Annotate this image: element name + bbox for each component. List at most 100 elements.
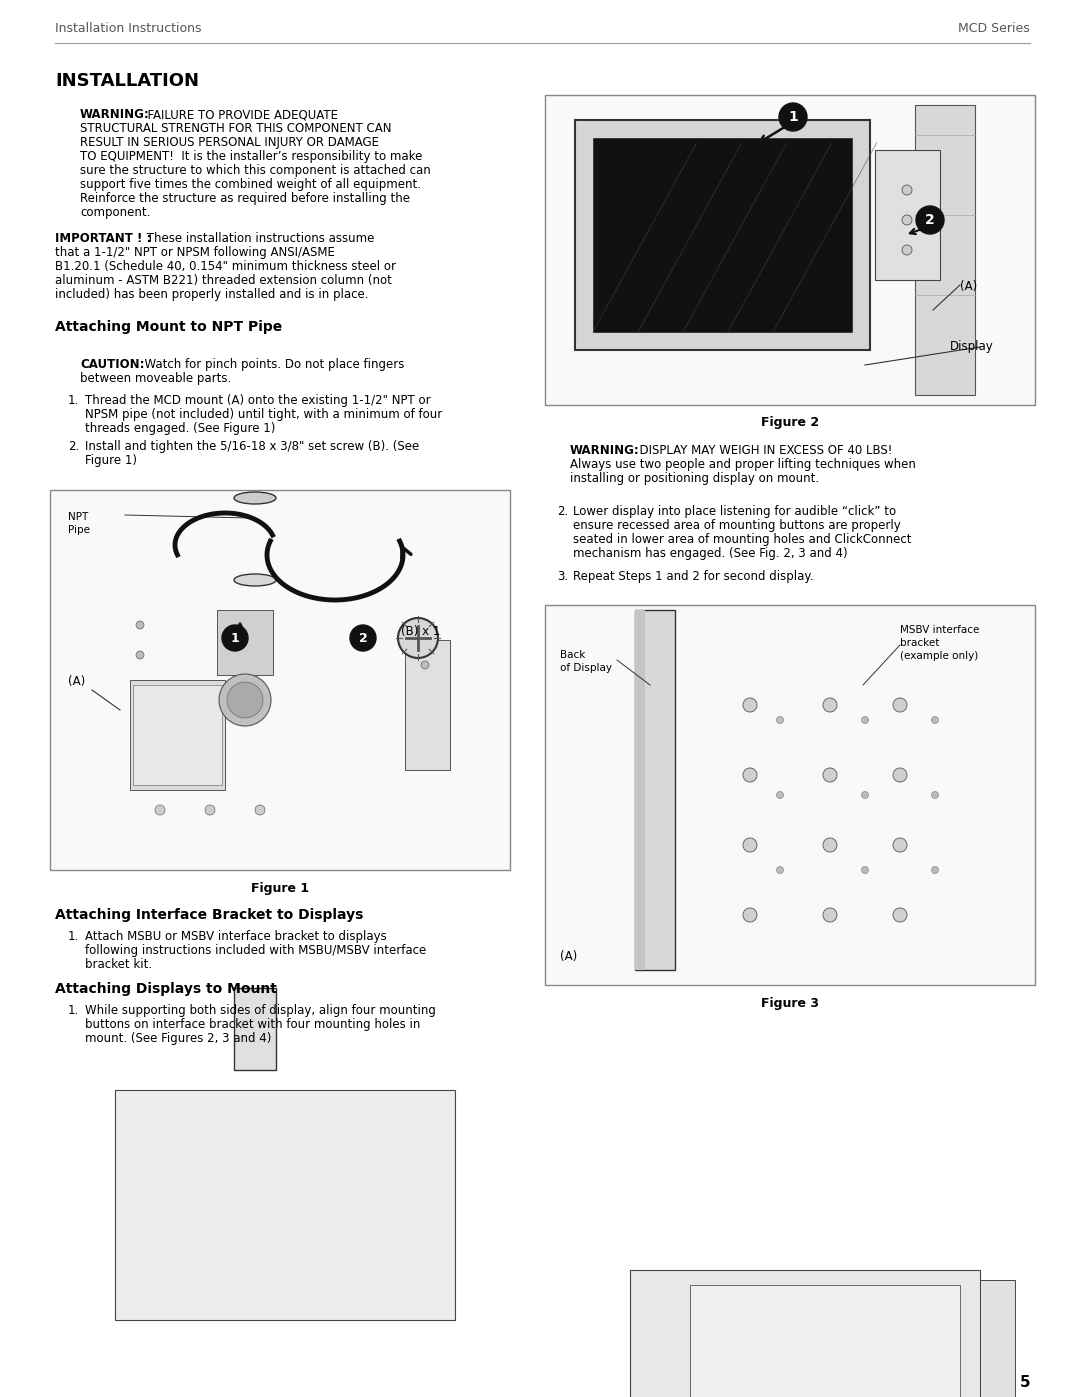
Bar <box>875 149 940 279</box>
Text: These installation instructions assume: These installation instructions assume <box>143 232 375 244</box>
Circle shape <box>136 651 144 659</box>
Bar <box>915 105 975 395</box>
Text: (A): (A) <box>561 950 577 963</box>
Text: RESULT IN SERIOUS PERSONAL INJURY OR DAMAGE: RESULT IN SERIOUS PERSONAL INJURY OR DAM… <box>80 136 379 149</box>
Text: DISPLAY MAY WEIGH IN EXCESS OF 40 LBS!: DISPLAY MAY WEIGH IN EXCESS OF 40 LBS! <box>632 444 892 457</box>
Text: MCD Series: MCD Series <box>958 21 1030 35</box>
Text: 3.: 3. <box>557 570 568 583</box>
Circle shape <box>156 805 165 814</box>
Text: (B) x 1: (B) x 1 <box>401 624 441 638</box>
Text: mount. (See Figures 2, 3 and 4): mount. (See Figures 2, 3 and 4) <box>85 1032 271 1045</box>
Text: 1.: 1. <box>68 930 79 943</box>
Bar <box>114 1090 455 1320</box>
Text: CAUTION:: CAUTION: <box>80 358 145 372</box>
Text: Attaching Displays to Mount: Attaching Displays to Mount <box>55 982 276 996</box>
Circle shape <box>823 768 837 782</box>
Text: TO EQUIPMENT!  It is the installer’s responsibility to make: TO EQUIPMENT! It is the installer’s resp… <box>80 149 422 163</box>
Text: between moveable parts.: between moveable parts. <box>80 372 231 386</box>
Circle shape <box>779 103 807 131</box>
Bar <box>130 680 225 789</box>
Text: sure the structure to which this component is attached can: sure the structure to which this compone… <box>80 163 431 177</box>
Text: support five times the combined weight of all equipment.: support five times the combined weight o… <box>80 177 421 191</box>
Circle shape <box>823 698 837 712</box>
Text: Figure 2: Figure 2 <box>761 416 819 429</box>
Circle shape <box>902 184 912 196</box>
Text: Attaching Mount to NPT Pipe: Attaching Mount to NPT Pipe <box>55 320 282 334</box>
Text: Display: Display <box>950 339 994 353</box>
Circle shape <box>931 866 939 873</box>
Text: IMPORTANT ! :: IMPORTANT ! : <box>55 232 151 244</box>
Bar <box>133 685 222 785</box>
Bar <box>234 988 276 1070</box>
Circle shape <box>743 838 757 852</box>
Circle shape <box>255 805 265 814</box>
Bar <box>980 1280 1015 1397</box>
Circle shape <box>743 698 757 712</box>
Bar <box>575 120 870 351</box>
Text: MSBV interface: MSBV interface <box>900 624 980 636</box>
Bar <box>217 610 273 675</box>
Circle shape <box>777 717 783 724</box>
Ellipse shape <box>234 492 276 504</box>
Text: WARNING:: WARNING: <box>80 108 150 122</box>
Bar <box>593 138 852 332</box>
Text: threads engaged. (See Figure 1): threads engaged. (See Figure 1) <box>85 422 275 434</box>
Text: included) has been properly installed and is in place.: included) has been properly installed an… <box>55 288 368 300</box>
Text: FAILURE TO PROVIDE ADEQUATE: FAILURE TO PROVIDE ADEQUATE <box>140 108 338 122</box>
Text: of Display: of Display <box>561 664 612 673</box>
Text: Figure 3: Figure 3 <box>761 997 819 1010</box>
Circle shape <box>862 717 868 724</box>
Text: WARNING:: WARNING: <box>570 444 639 457</box>
Circle shape <box>902 244 912 256</box>
Bar <box>630 1270 980 1397</box>
Circle shape <box>777 792 783 799</box>
Circle shape <box>350 624 376 651</box>
Text: 2: 2 <box>359 631 367 644</box>
Circle shape <box>893 698 907 712</box>
FancyBboxPatch shape <box>545 95 1035 405</box>
Text: aluminum - ASTM B221) threaded extension column (not: aluminum - ASTM B221) threaded extension… <box>55 274 392 286</box>
Circle shape <box>931 717 939 724</box>
Text: Lower display into place listening for audible “click” to: Lower display into place listening for a… <box>573 504 896 518</box>
Circle shape <box>743 908 757 922</box>
Circle shape <box>893 838 907 852</box>
Text: While supporting both sides of display, align four mounting: While supporting both sides of display, … <box>85 1004 436 1017</box>
Bar <box>635 610 645 970</box>
Circle shape <box>421 661 429 669</box>
Text: Attaching Interface Bracket to Displays: Attaching Interface Bracket to Displays <box>55 908 363 922</box>
Circle shape <box>777 866 783 873</box>
Text: (A): (A) <box>960 279 977 293</box>
Bar <box>635 610 675 970</box>
Text: ensure recessed area of mounting buttons are properly: ensure recessed area of mounting buttons… <box>573 520 901 532</box>
Text: 2: 2 <box>926 212 935 226</box>
Circle shape <box>862 792 868 799</box>
Text: Repeat Steps 1 and 2 for second display.: Repeat Steps 1 and 2 for second display. <box>573 570 813 583</box>
Circle shape <box>823 838 837 852</box>
Text: buttons on interface bracket with four mounting holes in: buttons on interface bracket with four m… <box>85 1018 420 1031</box>
Text: that a 1-1/2" NPT or NPSM following ANSI/ASME: that a 1-1/2" NPT or NPSM following ANSI… <box>55 246 335 258</box>
Text: Reinforce the structure as required before installing the: Reinforce the structure as required befo… <box>80 191 410 205</box>
FancyBboxPatch shape <box>50 490 510 870</box>
Text: NPT: NPT <box>68 511 89 522</box>
Circle shape <box>399 617 438 658</box>
Circle shape <box>893 908 907 922</box>
Circle shape <box>823 908 837 922</box>
Circle shape <box>421 631 429 638</box>
Bar <box>690 1285 960 1397</box>
Text: 1: 1 <box>788 110 798 124</box>
Circle shape <box>931 792 939 799</box>
Ellipse shape <box>234 574 276 585</box>
Text: bracket kit.: bracket kit. <box>85 958 152 971</box>
Circle shape <box>902 215 912 225</box>
Text: Always use two people and proper lifting techniques when: Always use two people and proper lifting… <box>570 458 916 471</box>
Text: Figure 1): Figure 1) <box>85 454 137 467</box>
Bar <box>405 640 450 770</box>
Text: Back: Back <box>561 650 585 659</box>
Text: 1.: 1. <box>68 394 79 407</box>
Circle shape <box>222 624 248 651</box>
Text: Pipe: Pipe <box>68 525 90 535</box>
Text: 1.: 1. <box>68 1004 79 1017</box>
Text: component.: component. <box>80 205 150 219</box>
Text: NPSM pipe (not included) until tight, with a minimum of four: NPSM pipe (not included) until tight, wi… <box>85 408 442 420</box>
Text: B1.20.1 (Schedule 40, 0.154" minimum thickness steel or: B1.20.1 (Schedule 40, 0.154" minimum thi… <box>55 260 396 272</box>
